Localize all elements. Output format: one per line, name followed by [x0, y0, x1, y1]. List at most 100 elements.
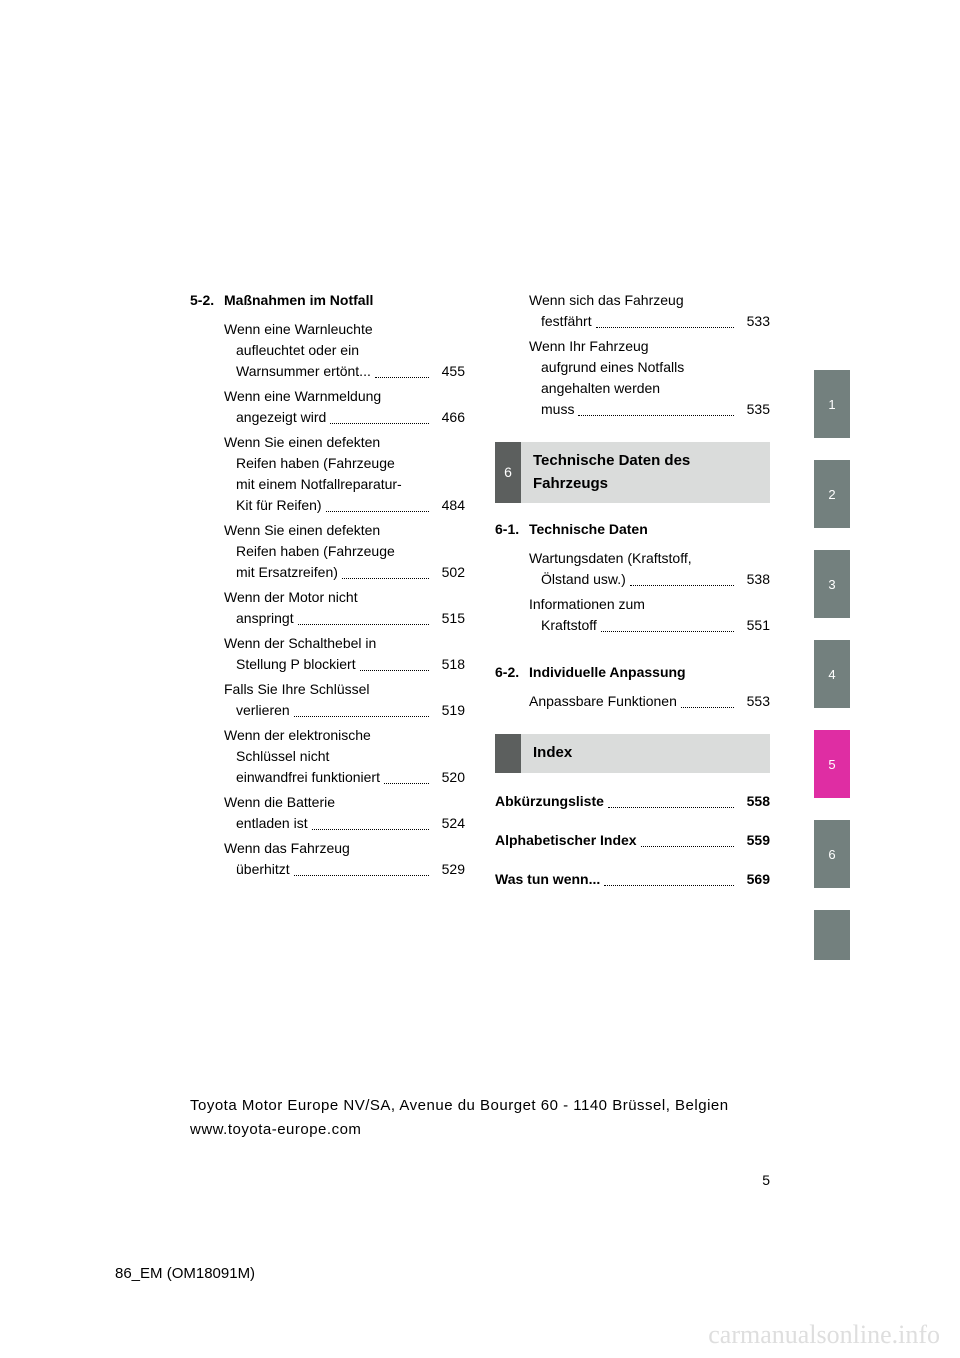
- leader-dots: [330, 423, 429, 424]
- section-number: 5-2.: [190, 290, 224, 311]
- section-title: Maßnahmen im Notfall: [224, 290, 465, 311]
- toc-page-number: 538: [738, 569, 770, 590]
- toc-page-number: 529: [433, 859, 465, 880]
- leader-dots: [578, 415, 734, 416]
- toc-page-number: 524: [433, 813, 465, 834]
- section-tab-number-empty: [495, 734, 521, 773]
- index-entry: Was tun wenn...569: [495, 869, 770, 890]
- toc-entry-line: Informationen zum: [529, 594, 770, 615]
- toc-entry-text: mit Ersatzreifen): [236, 562, 338, 583]
- section-tab-title: Technische Daten des Fahrzeugs: [521, 442, 770, 503]
- index-entry-text: Abkürzungsliste: [495, 791, 604, 812]
- toc-entry-line: Falls Sie Ihre Schlüssel: [224, 679, 465, 700]
- toc-entry-line: Wenn eine Warnleuchte: [224, 319, 465, 340]
- toc-page-number: 533: [738, 311, 770, 332]
- side-tab-4: 4: [814, 640, 850, 708]
- leader-dots: [326, 511, 429, 512]
- toc-entry-line: Reifen haben (Fahrzeuge: [224, 453, 465, 474]
- toc-entry-line: Wenn der elektronische: [224, 725, 465, 746]
- toc-entry-line: Wenn Sie einen defekten: [224, 432, 465, 453]
- toc-entry-text: Warnsummer ertönt...: [236, 361, 371, 382]
- side-tab-5: 5: [814, 730, 850, 798]
- side-tab-1: 1: [814, 370, 850, 438]
- toc-entry-text: verlieren: [236, 700, 290, 721]
- toc-entry: Wenn der Schalthebel inStellung P blocki…: [190, 633, 465, 675]
- leader-dots: [608, 807, 734, 808]
- footer-company-text: Toyota Motor Europe NV/SA, Avenue du Bou…: [190, 1094, 760, 1142]
- leader-dots: [681, 707, 734, 708]
- right-top-entries: Wenn sich das Fahrzeugfestfährt533 Wenn I…: [495, 290, 770, 420]
- toc-entry: Falls Sie Ihre Schlüsselverlieren519: [190, 679, 465, 721]
- toc-entry: Wartungsdaten (Kraftstoff,Ölstand usw.)5…: [495, 548, 770, 590]
- leader-dots: [298, 624, 429, 625]
- side-tab-blank: [814, 910, 850, 960]
- index-entry: Alphabetischer Index 559: [495, 830, 770, 851]
- toc-page-number: 466: [433, 407, 465, 428]
- side-tab-6: 6: [814, 820, 850, 888]
- toc-page-number: 484: [433, 495, 465, 516]
- toc-entry-line: Wenn das Fahrzeug: [224, 838, 465, 859]
- toc-entry-line: mit einem Notfallreparatur-: [224, 474, 465, 495]
- left-column: 5-2. Maßnahmen im Notfall Wenn eine Warn…: [190, 290, 465, 894]
- watermark: carmanualsonline.info: [708, 1320, 940, 1350]
- toc-entry: Informationen zumKraftstoff 551: [495, 594, 770, 636]
- toc-page-number: 551: [738, 615, 770, 636]
- section-tab-title: Index: [521, 734, 770, 773]
- toc-entry: Wenn sich das Fahrzeugfestfährt533: [495, 290, 770, 332]
- toc-entry-line: Wenn sich das Fahrzeug: [529, 290, 770, 311]
- toc-page-number: 515: [433, 608, 465, 629]
- sub62-entries: Anpassbare Funktionen553: [495, 691, 770, 712]
- side-tabs: 123456: [814, 370, 850, 982]
- toc-entry-line: aufleuchtet oder ein: [224, 340, 465, 361]
- index-entry: Abkürzungsliste 558: [495, 791, 770, 812]
- section-title: Technische Daten: [529, 519, 770, 540]
- toc-entry: Wenn eine Warnleuchteaufleuchtet oder ei…: [190, 319, 465, 382]
- toc-entry-text: Kraftstoff: [541, 615, 597, 636]
- toc-page-number: 535: [738, 399, 770, 420]
- index-entries: Abkürzungsliste 558 Alphabetischer Index 55…: [495, 791, 770, 890]
- section-tab-number: 6: [495, 442, 521, 503]
- toc-page-number: 455: [433, 361, 465, 382]
- toc-entry: Anpassbare Funktionen553: [495, 691, 770, 712]
- sub61-entries: Wartungsdaten (Kraftstoff,Ölstand usw.)5…: [495, 548, 770, 636]
- toc-entry-line: Reifen haben (Fahrzeuge: [224, 541, 465, 562]
- toc-entry-text: einwandfrei funktioniert: [236, 767, 380, 788]
- leader-dots: [312, 829, 429, 830]
- index-entry-text: Alphabetischer Index: [495, 830, 637, 851]
- toc-entry-text: muss: [541, 399, 574, 420]
- toc-entry-line: Wenn der Motor nicht: [224, 587, 465, 608]
- toc-entry-text: Ölstand usw.): [541, 569, 626, 590]
- section-title: Individuelle Anpassung: [529, 662, 770, 683]
- right-column: Wenn sich das Fahrzeugfestfährt533 Wenn I…: [495, 290, 770, 894]
- leader-dots: [601, 631, 734, 632]
- toc-entry-text: anspringt: [236, 608, 294, 629]
- toc-entry-line: Wenn Sie einen defekten: [224, 520, 465, 541]
- index-page-number: 558: [738, 791, 770, 812]
- leader-dots: [384, 783, 429, 784]
- leader-dots: [596, 327, 734, 328]
- content-area: 5-2. Maßnahmen im Notfall Wenn eine Warn…: [190, 290, 770, 894]
- leader-dots: [604, 885, 734, 886]
- toc-entry: Wenn Sie einen defektenReifen haben (Fah…: [190, 520, 465, 583]
- toc-entry-text: überhitzt: [236, 859, 290, 880]
- leader-dots: [641, 846, 734, 847]
- section-heading-6-1: 6-1. Technische Daten: [495, 519, 770, 540]
- toc-entry: Wenn der Motor nichtanspringt 515: [190, 587, 465, 629]
- toc-page-number: 502: [433, 562, 465, 583]
- toc-page-number: 553: [738, 691, 770, 712]
- side-tab-3: 3: [814, 550, 850, 618]
- toc-entry-text: angezeigt wird: [236, 407, 326, 428]
- toc-entry: Wenn der elektronischeSchlüssel nichtein…: [190, 725, 465, 788]
- index-page-number: 559: [738, 830, 770, 851]
- toc-entry-line: Wenn Ihr Fahrzeug: [529, 336, 770, 357]
- toc-entry-line: Schlüssel nicht: [224, 746, 465, 767]
- section-heading-5-2: 5-2. Maßnahmen im Notfall: [190, 290, 465, 311]
- toc-entry: Wenn eine Warnmeldungangezeigt wird466: [190, 386, 465, 428]
- page-number: 5: [762, 1172, 770, 1188]
- toc-entry: Wenn die Batterieentladen ist524: [190, 792, 465, 834]
- toc-entry: Wenn Sie einen defektenReifen haben (Fah…: [190, 432, 465, 516]
- toc-entry-text: entladen ist: [236, 813, 308, 834]
- toc-entry-line: Wenn der Schalthebel in: [224, 633, 465, 654]
- left-toc-entries: Wenn eine Warnleuchteaufleuchtet oder ei…: [190, 319, 465, 880]
- toc-entry: Wenn das Fahrzeugüberhitzt 529: [190, 838, 465, 880]
